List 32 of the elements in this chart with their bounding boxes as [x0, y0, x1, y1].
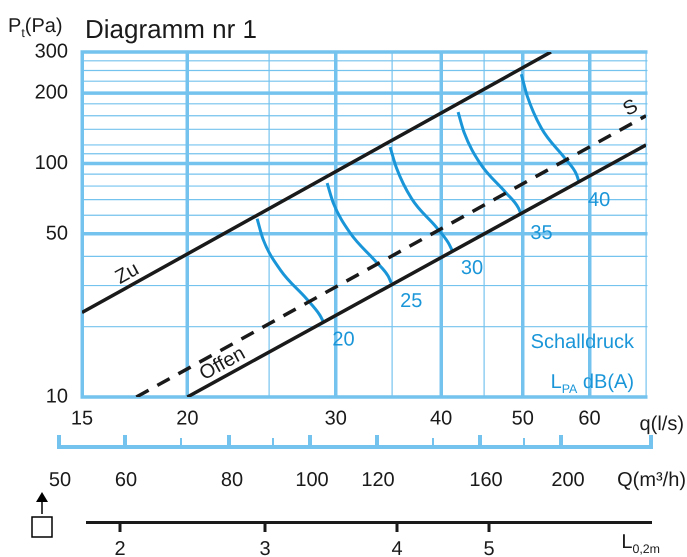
x-tick-label: 60 [578, 408, 601, 430]
x-tick-label: 30 [324, 408, 347, 430]
text: 200 [551, 469, 585, 491]
chart-title: Diagramm nr 1 [85, 14, 257, 44]
text: 5 [483, 538, 495, 557]
series-label: 30 [460, 256, 484, 279]
y-tick-label: 10 [46, 386, 68, 408]
x-axis-title: q(l/s) [640, 413, 684, 435]
line-series [326, 182, 393, 284]
text: S [619, 94, 642, 121]
text: 60 [114, 469, 138, 491]
line-series [388, 146, 454, 252]
y-tick-label: 200 [34, 82, 68, 104]
y-tick-label: 50 [46, 222, 68, 244]
text: 100 [295, 469, 329, 491]
text: 160 [469, 469, 503, 491]
x-tick-label: 15 [70, 408, 94, 430]
text: 4 [391, 538, 403, 557]
text: 80 [220, 469, 244, 491]
x-tick-label: 50 [512, 408, 534, 430]
y-tick-label: 300 [34, 40, 68, 63]
text: 3 [259, 538, 271, 557]
text: Offen [196, 342, 249, 385]
x-tick-label: 40 [430, 408, 452, 430]
text: 2 [114, 538, 126, 557]
line-series [256, 217, 325, 324]
text: Q(m³/h) [617, 469, 686, 491]
y-tick-label: 100 [34, 152, 68, 174]
text: Zu [112, 258, 143, 289]
text: 120 [361, 469, 395, 491]
x-tick-label: 20 [176, 408, 198, 430]
series-label: 25 [400, 290, 422, 312]
